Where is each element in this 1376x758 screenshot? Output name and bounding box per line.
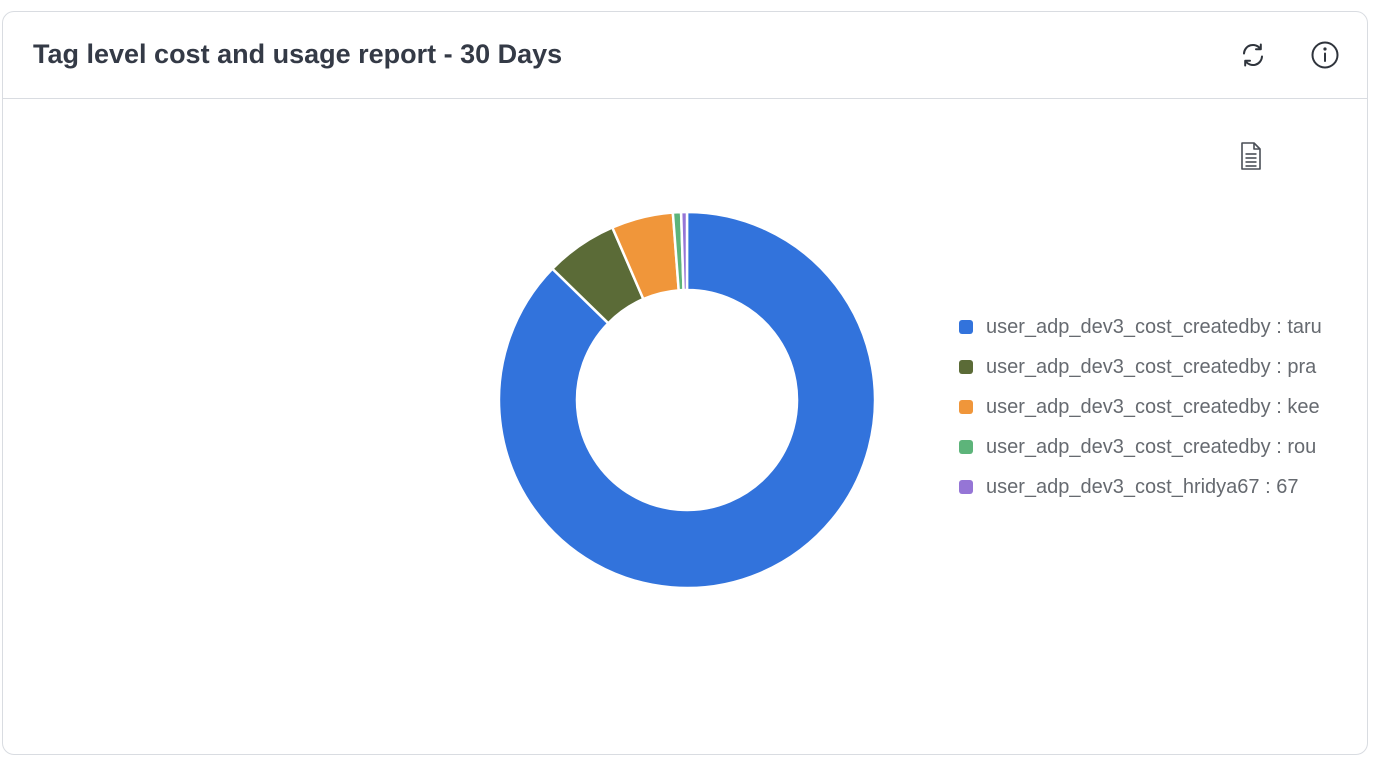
legend-label: user_adp_dev3_cost_hridya67 : 67 <box>986 475 1299 498</box>
legend-item[interactable]: user_adp_dev3_cost_createdby : pra <box>959 347 1342 387</box>
legend-item[interactable]: user_adp_dev3_cost_createdby : rou <box>959 427 1342 467</box>
legend-label: user_adp_dev3_cost_createdby : rou <box>986 435 1317 458</box>
report-card: Tag level cost and usage report - 30 Day… <box>2 11 1368 755</box>
refresh-icon <box>1243 43 1263 67</box>
legend-item[interactable]: user_adp_dev3_cost_createdby : kee <box>959 387 1342 427</box>
legend-swatch <box>959 360 973 374</box>
legend-swatch <box>959 480 973 494</box>
refresh-button[interactable] <box>1236 38 1270 72</box>
donut-chart <box>497 210 877 590</box>
donut-slices <box>497 210 877 590</box>
chart-legend: user_adp_dev3_cost_createdby : taru user… <box>959 307 1342 507</box>
legend-swatch <box>959 320 973 334</box>
legend-label: user_adp_dev3_cost_createdby : pra <box>986 355 1317 378</box>
legend-swatch <box>959 440 973 454</box>
donut-slice[interactable] <box>679 210 689 292</box>
legend-item[interactable]: user_adp_dev3_cost_createdby : taru <box>959 307 1342 347</box>
legend-item[interactable]: user_adp_dev3_cost_hridya67 : 67 <box>959 467 1342 507</box>
document-icon <box>1241 142 1261 170</box>
export-report-button[interactable] <box>1235 138 1267 174</box>
legend-label: user_adp_dev3_cost_createdby : kee <box>986 395 1320 418</box>
card-header: Tag level cost and usage report - 30 Day… <box>3 12 1367 99</box>
info-button[interactable] <box>1308 38 1342 72</box>
legend-label: user_adp_dev3_cost_createdby : taru <box>986 315 1322 338</box>
card-title: Tag level cost and usage report - 30 Day… <box>33 39 563 69</box>
info-icon <box>1311 41 1339 69</box>
donut-slice[interactable] <box>497 210 877 590</box>
legend-swatch <box>959 400 973 414</box>
